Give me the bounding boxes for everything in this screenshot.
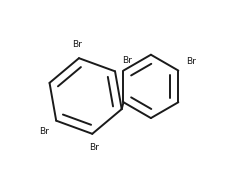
Text: Br: Br: [186, 57, 196, 66]
Text: Br: Br: [89, 143, 99, 152]
Text: Br: Br: [39, 127, 49, 136]
Text: Br: Br: [72, 40, 82, 49]
Text: Br: Br: [122, 56, 132, 65]
